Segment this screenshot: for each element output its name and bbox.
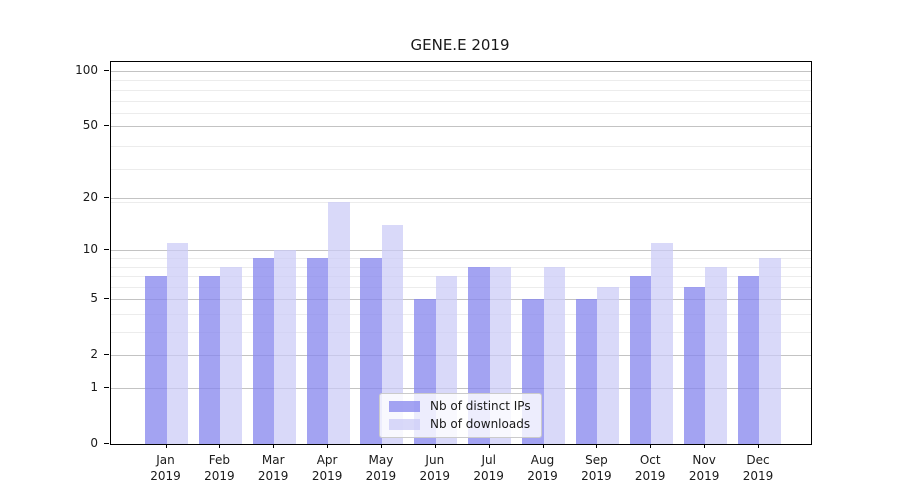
- gridline-major: [111, 71, 811, 73]
- x-tick-label: May 2019: [365, 453, 397, 483]
- gridline-minor: [111, 100, 811, 102]
- bar-downloads-mar: [274, 250, 296, 444]
- x-tick-mark: [650, 444, 652, 448]
- bar-downloads-dec: [759, 257, 781, 444]
- x-tick-mark: [542, 444, 544, 448]
- bar-downloads-feb: [220, 266, 242, 444]
- y-tick-label: 5: [90, 291, 98, 306]
- x-tick-label: Mar 2019: [257, 453, 289, 483]
- x-tick-mark: [380, 444, 382, 448]
- gridline-minor: [111, 145, 811, 147]
- y-tick-mark: [104, 70, 109, 72]
- gridline-minor: [111, 257, 811, 259]
- x-tick-mark: [596, 444, 598, 448]
- x-tick-mark: [758, 444, 759, 448]
- x-tick-mark: [273, 444, 275, 448]
- x-tick-mark: [219, 444, 221, 448]
- x-tick-label: Jul 2019: [473, 453, 504, 483]
- bar-ips-sep: [575, 299, 598, 444]
- gridline-minor: [111, 80, 811, 82]
- bar-ips-dec: [737, 276, 759, 444]
- gridline-minor: [111, 113, 811, 115]
- bar-downloads-aug: [543, 266, 565, 444]
- x-tick-label: Oct 2019: [634, 453, 666, 483]
- x-tick-label: Apr 2019: [311, 453, 343, 483]
- y-tick-label: 2: [90, 347, 98, 362]
- x-tick-mark: [165, 444, 167, 448]
- y-tick-mark: [104, 298, 109, 300]
- bar-ips-may: [360, 257, 382, 444]
- x-tick-label: Aug 2019: [527, 453, 558, 483]
- y-tick-label: 10: [82, 242, 98, 257]
- y-tick-label: 0: [90, 436, 98, 450]
- bar-downloads-may: [381, 225, 404, 444]
- gridline-minor: [111, 286, 811, 288]
- bar-downloads-nov: [705, 266, 727, 444]
- chart-title: GENE.E 2019: [410, 36, 510, 54]
- gridline-major: [111, 198, 811, 199]
- gridline-minor: [111, 201, 811, 203]
- gridline-major: [111, 388, 811, 389]
- x-tick-label: Nov 2019: [688, 453, 720, 483]
- y-tick-mark: [104, 249, 109, 251]
- legend-item-distinct-ips: Nb of distinct IPs: [389, 400, 531, 413]
- y-tick-label: 100: [75, 63, 98, 78]
- bar-downloads-oct: [651, 243, 673, 444]
- bar-downloads-apr: [328, 201, 350, 444]
- legend-label-distinct-ips: Nb of distinct IPs: [430, 399, 531, 413]
- chart-layer: [111, 62, 811, 444]
- gridline-minor: [111, 332, 811, 333]
- gridline-minor: [111, 276, 811, 277]
- gridline-major: [111, 126, 811, 128]
- y-tick-label: 1: [90, 380, 98, 394]
- bar-downloads-sep: [597, 286, 619, 444]
- x-tick-label: Sep 2019: [581, 453, 612, 483]
- gridline-minor: [111, 266, 811, 268]
- x-tick-label: Jun 2019: [419, 453, 451, 483]
- y-tick-mark: [104, 354, 109, 356]
- bar-ips-nov: [683, 286, 706, 444]
- x-tick-mark: [327, 444, 329, 448]
- x-tick-mark: [704, 444, 706, 448]
- y-tick-mark: [104, 443, 109, 444]
- bar-ips-feb: [198, 276, 221, 444]
- y-tick-mark: [104, 197, 109, 198]
- gridline-minor: [111, 313, 811, 315]
- x-tick-label: Jan 2019: [150, 453, 181, 483]
- bar-ips-oct: [629, 276, 652, 444]
- legend-swatch-downloads: [389, 419, 420, 430]
- x-tick-label: Feb 2019: [204, 453, 235, 483]
- gridline-minor: [111, 89, 811, 91]
- y-tick-label: 20: [82, 190, 98, 204]
- y-tick-mark: [104, 125, 109, 127]
- bar-ips-mar: [252, 257, 275, 444]
- gridline-major: [111, 355, 811, 357]
- gridline-major: [111, 299, 811, 301]
- bar-ips-jan: [145, 276, 167, 444]
- x-tick-label: Dec 2019: [742, 453, 774, 483]
- x-tick-mark: [488, 444, 490, 448]
- y-tick-label: 50: [82, 118, 98, 133]
- legend: Nb of distinct IPs Nb of downloads: [379, 393, 542, 438]
- plot-area: Nb of distinct IPs Nb of downloads: [110, 61, 812, 445]
- legend-label-downloads: Nb of downloads: [430, 417, 531, 431]
- legend-item-downloads: Nb of downloads: [389, 418, 531, 431]
- gridline-minor: [111, 169, 811, 171]
- y-tick-mark: [104, 387, 109, 388]
- x-tick-mark: [434, 444, 436, 448]
- legend-swatch-distinct-ips: [389, 401, 420, 412]
- bar-ips-apr: [306, 257, 329, 444]
- bar-downloads-jan: [166, 243, 188, 444]
- gridline-major: [111, 250, 811, 252]
